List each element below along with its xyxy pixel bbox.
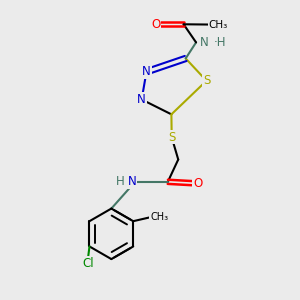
Text: Cl: Cl	[82, 257, 94, 270]
Text: S: S	[203, 74, 210, 87]
Text: CH₃: CH₃	[150, 212, 168, 222]
Text: CH₃: CH₃	[209, 20, 228, 30]
Text: N: N	[200, 36, 209, 49]
Text: O: O	[193, 177, 202, 190]
Text: ·H: ·H	[214, 36, 226, 49]
Text: N: N	[142, 65, 151, 78]
Text: S: S	[168, 131, 176, 144]
Text: O: O	[151, 18, 160, 31]
Text: N: N	[128, 175, 136, 188]
Text: N: N	[137, 93, 146, 106]
Text: H: H	[116, 175, 125, 188]
